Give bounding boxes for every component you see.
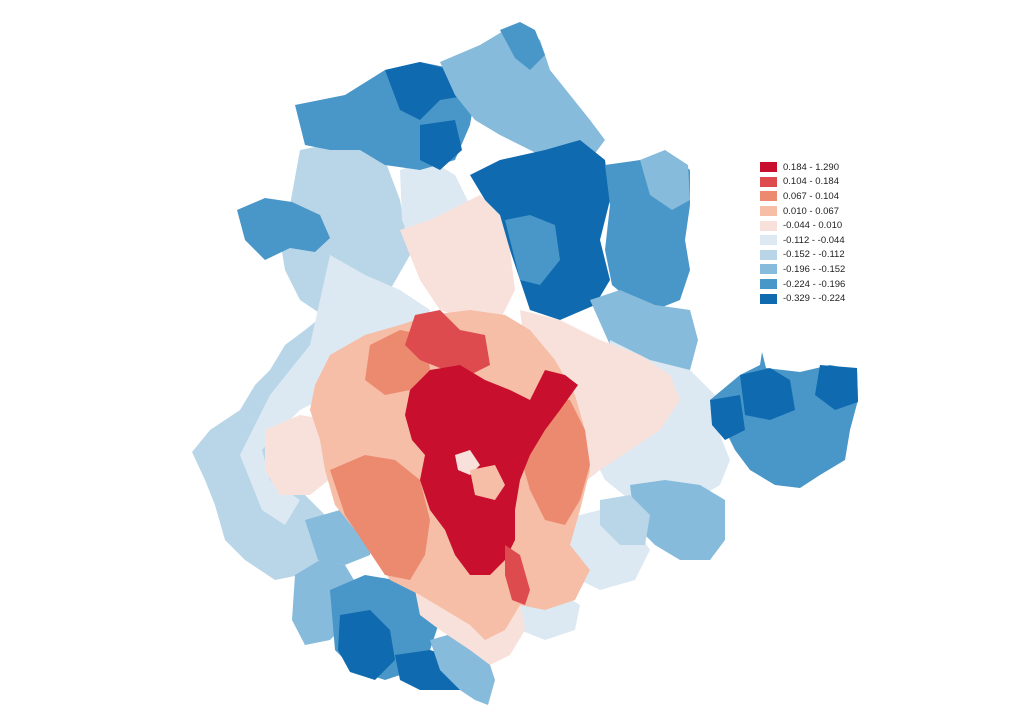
legend-swatch [760, 264, 777, 275]
regions [192, 22, 858, 705]
region-east-mid-light [590, 290, 698, 380]
region-north-top-mid [500, 22, 545, 70]
region-far-east-dark2 [815, 365, 858, 410]
legend-swatch [760, 249, 777, 260]
region-south-dark [338, 610, 395, 680]
legend-label: 0.104 - 0.184 [783, 176, 839, 188]
legend-swatch [760, 279, 777, 290]
region-center-white [455, 450, 480, 475]
legend-item: -0.224 - -0.196 [760, 277, 845, 292]
legend-item: -0.044 - 0.010 [760, 218, 845, 233]
region-east-light [640, 150, 690, 210]
legend-label: -0.224 - -0.196 [783, 278, 846, 290]
legend-item: -0.196 - -0.152 [760, 262, 845, 277]
legend-swatch [760, 293, 777, 304]
legend-swatch [760, 191, 777, 202]
legend-item: -0.329 - -0.224 [760, 291, 845, 306]
legend-swatch [760, 176, 777, 187]
legend-label: 0.184 - 1.290 [783, 161, 839, 173]
region-far-east-dark3 [710, 395, 745, 440]
region-north-pink [400, 195, 515, 320]
region-red-north [405, 310, 490, 375]
region-red-south-strip [505, 545, 530, 605]
region-northwest-blue [237, 198, 330, 260]
legend-label: -0.044 - 0.010 [783, 220, 843, 232]
legend-swatch [760, 235, 777, 246]
region-northeast-blue2 [505, 215, 560, 285]
legend-item: 0.104 - 0.184 [760, 175, 845, 190]
legend: 0.184 - 1.290 0.104 - 0.184 0.067 - 0.10… [760, 160, 845, 306]
region-north-top-light [440, 25, 605, 165]
legend-item: -0.152 - -0.112 [760, 248, 845, 263]
region-east-pink [520, 310, 680, 490]
legend-item: 0.067 - 0.104 [760, 189, 845, 204]
legend-item: -0.112 - -0.044 [760, 233, 845, 248]
region-far-east-dark [740, 368, 795, 420]
legend-label: -0.329 - -0.224 [783, 293, 846, 305]
region-west-verylight [240, 255, 430, 525]
legend-swatch [760, 162, 777, 173]
region-orange-west [330, 455, 430, 580]
legend-item: 0.184 - 1.290 [760, 160, 845, 175]
region-southeast-light [600, 495, 650, 545]
legend-label: 0.067 - 0.104 [783, 190, 839, 202]
region-center-salmon [470, 465, 505, 500]
region-north-dark2 [420, 120, 462, 170]
legend-label: -0.196 - -0.152 [783, 263, 846, 275]
region-east-lightblue [630, 480, 725, 560]
legend-swatch [760, 206, 777, 217]
legend-label: 0.010 - 0.067 [783, 205, 839, 217]
legend-label: -0.152 - -0.112 [783, 249, 845, 261]
legend-swatch [760, 220, 777, 231]
legend-item: 0.010 - 0.067 [760, 204, 845, 219]
legend-label: -0.112 - -0.044 [783, 234, 845, 246]
